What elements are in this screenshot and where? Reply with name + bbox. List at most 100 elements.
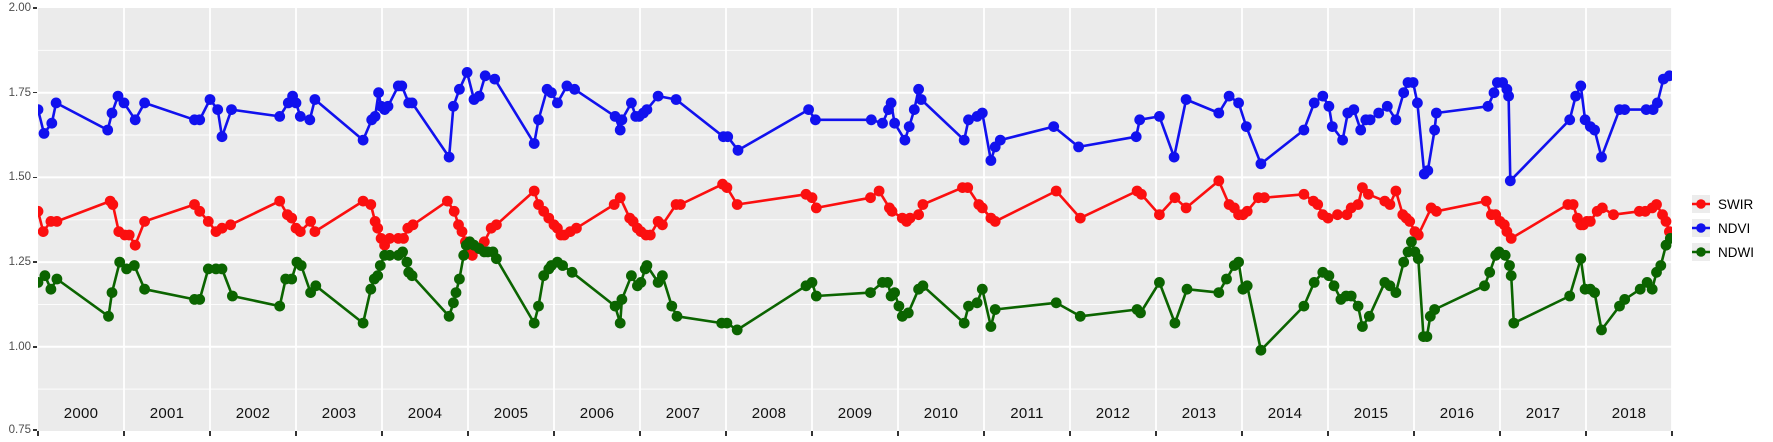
ndvi-data-point — [803, 104, 814, 115]
ndvi-data-point — [985, 155, 997, 166]
x-tick-label-2003: 2003 — [321, 405, 357, 422]
ndwi-data-point — [1308, 277, 1320, 288]
ndwi-data-point — [1363, 310, 1375, 322]
ndvi-data-point — [1348, 104, 1360, 115]
ndvi-data-point — [369, 111, 381, 122]
x-tick-mark — [811, 431, 813, 436]
x-tick-label-2009: 2009 — [837, 405, 873, 422]
swir-data-point — [1390, 185, 1402, 197]
ndvi-data-point — [1048, 121, 1060, 132]
ndvi-data-point — [1664, 70, 1672, 82]
swir-data-point — [407, 219, 419, 231]
ndwi-data-point — [1589, 287, 1600, 298]
ndvi-data-point — [38, 128, 50, 139]
ndwi-data-point — [295, 260, 307, 271]
x-tick-label-2008: 2008 — [751, 405, 787, 422]
swir-data-point — [721, 182, 733, 194]
ndwi-data-point — [384, 249, 396, 261]
x-tick-mark — [123, 431, 125, 436]
swir-data-point — [365, 199, 377, 210]
swir-data-point — [644, 229, 656, 241]
ndwi-data-point — [731, 324, 743, 336]
ndvi-data-point — [448, 100, 459, 112]
swir-data-point — [139, 216, 150, 227]
ndwi-data-point — [671, 310, 683, 322]
x-tick-label-2005: 2005 — [493, 405, 529, 422]
ndwi-data-point — [1421, 331, 1433, 342]
x-tick-mark — [897, 431, 899, 436]
ndvi-data-point — [489, 73, 501, 85]
ndwi-data-point — [810, 290, 822, 302]
ndvi-data-point — [357, 134, 369, 146]
ndvi-data-point — [885, 97, 897, 109]
ndwi-data-point — [274, 300, 286, 312]
swir-data-point — [1431, 205, 1442, 217]
x-tick-mark — [381, 431, 383, 436]
ndwi-data-point — [1564, 290, 1576, 302]
ndwi-legend-key-icon — [1692, 243, 1710, 261]
x-tick-mark — [1155, 431, 1157, 436]
x-tick-mark — [1241, 431, 1243, 436]
ndvi-data-point — [552, 97, 563, 109]
ndwi-data-point — [1664, 233, 1672, 244]
ndwi-data-point — [1479, 280, 1490, 292]
ndvi-data-point — [1326, 121, 1338, 132]
y-tick-mark — [33, 7, 37, 9]
ndvi-data-point — [915, 94, 927, 105]
ndwi-data-point — [626, 270, 637, 282]
ndvi-data-point — [1255, 158, 1267, 170]
ndwi-data-point — [893, 300, 905, 312]
ndwi-data-point — [1575, 253, 1587, 265]
ndvi-data-point — [1130, 131, 1142, 143]
ndvi-data-point — [1596, 151, 1607, 163]
swir-data-point — [305, 216, 316, 227]
ndvi-data-point — [1154, 111, 1165, 122]
ndvi-data-point — [396, 80, 408, 92]
ndvi-data-point — [194, 114, 206, 126]
ndvi-data-point — [1337, 134, 1348, 146]
ndvi-data-point — [1564, 114, 1576, 126]
swir-data-point — [1480, 195, 1492, 207]
x-tick-label-2017: 2017 — [1525, 405, 1561, 422]
ndwi-data-point — [401, 256, 413, 268]
ndwi-data-point — [1221, 273, 1232, 285]
ndvi-data-point — [958, 134, 970, 146]
y-tick-mark — [33, 261, 37, 263]
ndwi-data-point — [45, 283, 57, 295]
x-tick-label-2012: 2012 — [1095, 405, 1131, 422]
swir-data-point — [448, 205, 460, 217]
legend-key-dot — [1696, 223, 1706, 233]
ndvi-data-point — [1422, 165, 1434, 177]
x-tick-mark — [1413, 431, 1415, 436]
ndwi-data-point — [882, 277, 894, 288]
x-tick-label-2013: 2013 — [1181, 405, 1217, 422]
ndvi-data-point — [1233, 97, 1244, 109]
swir-data-point — [976, 202, 988, 214]
ndwi-data-point — [286, 273, 298, 285]
ndvi-data-point — [1398, 87, 1410, 99]
y-tick-label-2.00: 2.00 — [8, 2, 31, 14]
ndvi-data-point — [1373, 107, 1385, 119]
x-tick-label-2014: 2014 — [1267, 405, 1303, 422]
swir-data-point — [225, 219, 237, 231]
swir-data-point — [1241, 205, 1253, 217]
x-tick-mark — [467, 431, 469, 436]
ndvi-data-point — [1503, 90, 1514, 102]
ndvi-data-point — [722, 131, 734, 143]
ndwi-data-point — [1406, 236, 1417, 248]
ndwi-data-point — [976, 283, 988, 295]
ndvi-data-point — [546, 87, 557, 99]
swir-data-point — [194, 205, 206, 217]
ndwi-data-point — [1352, 300, 1364, 312]
swir-data-point — [528, 185, 540, 197]
swir-data-point — [614, 192, 626, 204]
ndwi-data-point — [806, 277, 818, 288]
legend-label-ndwi: NDWI — [1718, 244, 1754, 260]
swir-data-point — [989, 216, 1001, 227]
y-tick-label-1.50: 1.50 — [8, 171, 31, 184]
ndwi-data-point — [106, 287, 118, 298]
x-tick-label-2002: 2002 — [235, 405, 271, 422]
swir-data-point — [810, 202, 822, 214]
y-tick-label-0.75: 0.75 — [8, 424, 31, 436]
ndvi-data-point — [899, 134, 911, 146]
